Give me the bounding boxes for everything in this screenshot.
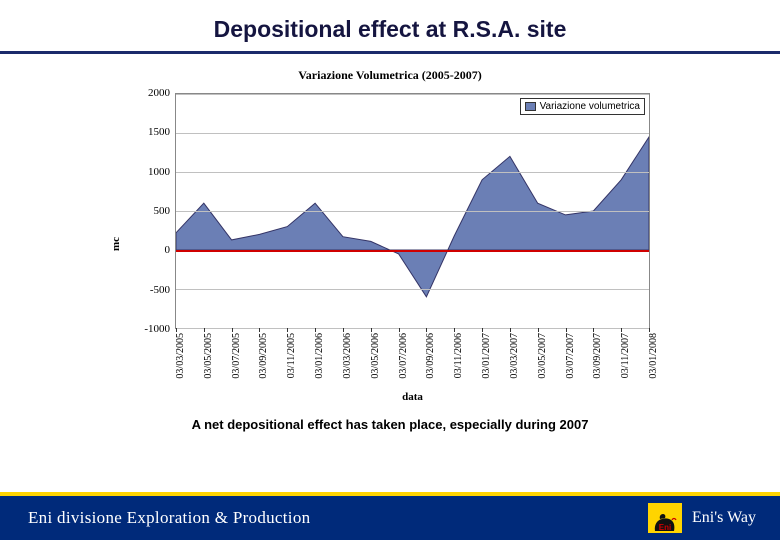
x-tick-label: 03/03/2007 bbox=[509, 333, 520, 379]
slide-title: Depositional effect at R.S.A. site bbox=[0, 0, 780, 51]
x-tick-label: 03/11/2007 bbox=[620, 333, 631, 378]
gridline bbox=[176, 328, 649, 329]
gridline bbox=[176, 211, 649, 212]
plot-area: Variazione volumetrica bbox=[175, 93, 650, 329]
chart-title: Variazione Volumetrica (2005-2007) bbox=[120, 68, 660, 83]
y-tick-label: 1000 bbox=[148, 166, 170, 178]
footer-bar: Eni divisione Exploration & Production E… bbox=[0, 496, 780, 540]
x-tick-label: 03/07/2007 bbox=[565, 333, 576, 379]
gridline bbox=[176, 172, 649, 173]
x-tick-label: 03/05/2007 bbox=[537, 333, 548, 379]
gridline bbox=[176, 289, 649, 290]
chart-box: mc -1000-5000500100015002000 Variazione … bbox=[120, 89, 660, 399]
y-tick-label: 1500 bbox=[148, 126, 170, 138]
gridline bbox=[176, 133, 649, 134]
y-tick-label: 2000 bbox=[148, 87, 170, 99]
x-tick-label: 03/11/2005 bbox=[286, 333, 297, 378]
x-tick-label: 03/09/2007 bbox=[592, 333, 603, 379]
x-tick-label: 03/01/2008 bbox=[648, 333, 659, 379]
slide-caption: A net depositional effect has taken plac… bbox=[0, 417, 780, 432]
x-ticks: data 03/03/200503/05/200503/07/200503/09… bbox=[175, 331, 650, 399]
legend-swatch bbox=[525, 102, 536, 111]
zero-line bbox=[176, 250, 649, 252]
x-tick-label: 03/01/2007 bbox=[481, 333, 492, 379]
y-tick-label: 0 bbox=[165, 244, 171, 256]
x-tick-label: 03/01/2006 bbox=[314, 333, 325, 379]
footer-right-group: Eni Eni's Way bbox=[648, 503, 780, 533]
x-tick-label: 03/03/2005 bbox=[175, 333, 186, 379]
x-tick-label: 03/07/2005 bbox=[231, 333, 242, 379]
eni-logo-text: Eni bbox=[659, 523, 671, 532]
x-tick-label: 03/09/2006 bbox=[425, 333, 436, 379]
y-ticks: -1000-5000500100015002000 bbox=[120, 93, 172, 329]
gridline bbox=[176, 94, 649, 95]
chart-legend: Variazione volumetrica bbox=[520, 98, 645, 115]
x-tick-label: 03/09/2005 bbox=[258, 333, 269, 379]
y-tick-label: -500 bbox=[150, 284, 170, 296]
x-tick-label: 03/03/2006 bbox=[342, 333, 353, 379]
legend-label: Variazione volumetrica bbox=[540, 101, 640, 112]
y-tick-label: -1000 bbox=[144, 323, 170, 335]
x-tick-label: 03/11/2006 bbox=[453, 333, 464, 378]
x-tick-label: 03/05/2005 bbox=[203, 333, 214, 379]
title-underline bbox=[0, 51, 780, 54]
area-series bbox=[176, 137, 649, 297]
chart-container: Variazione Volumetrica (2005-2007) mc -1… bbox=[120, 68, 660, 399]
x-axis-label: data bbox=[402, 391, 423, 403]
footer-right-text: Eni's Way bbox=[692, 509, 756, 527]
eni-logo: Eni bbox=[648, 503, 682, 533]
x-tick-label: 03/07/2006 bbox=[398, 333, 409, 379]
x-tick-label: 03/05/2006 bbox=[370, 333, 381, 379]
y-tick-label: 500 bbox=[154, 205, 171, 217]
footer-left-text: Eni divisione Exploration & Production bbox=[0, 508, 310, 528]
